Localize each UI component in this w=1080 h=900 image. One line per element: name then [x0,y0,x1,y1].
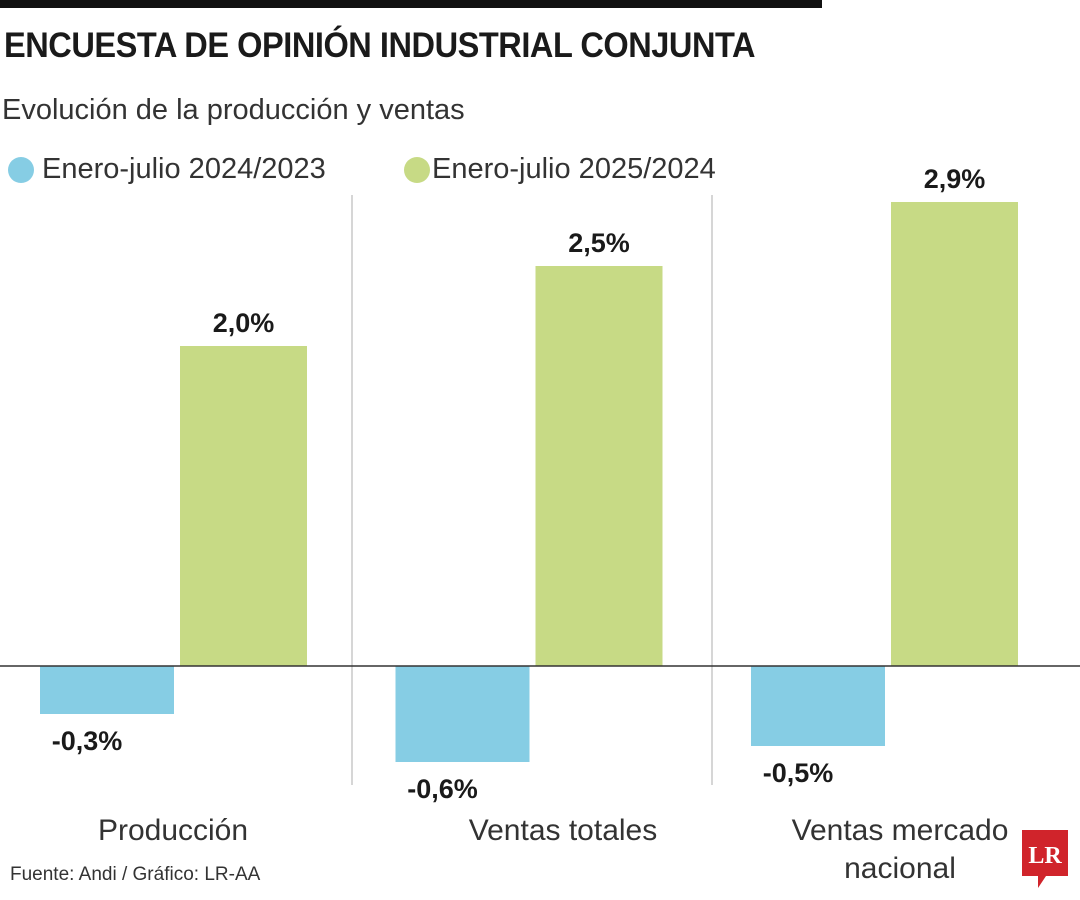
top-rule [0,0,822,8]
data-label: 2,5% [568,228,630,258]
bar [395,666,530,762]
source-note: Fuente: Andi / Gráfico: LR-AA [10,864,261,885]
bar [891,202,1018,666]
data-label: -0,3% [52,726,123,756]
chart-subtitle: Evolución de la producción y ventas [2,94,465,126]
legend-dot-green-icon [404,156,430,183]
lr-logo: LR [1022,830,1070,895]
category-label: nacional [844,852,956,885]
legend-dot-blue-icon [8,156,34,183]
category-label: Ventas totales [469,814,657,847]
category-label: Producción [98,814,248,847]
data-label: -0,5% [763,758,834,788]
legend-item-2024: Enero-julio 2024/2023 [8,153,326,186]
legend-label: Enero-julio 2025/2024 [432,153,716,185]
svg-text:LR: LR [1028,843,1062,869]
data-label: -0,6% [407,774,478,804]
data-label: 2,9% [924,164,986,194]
bar [751,666,885,746]
data-label: 2,0% [213,308,275,338]
category-label: Ventas mercado [792,814,1009,847]
bar [180,346,307,666]
bar [535,266,663,666]
legend-item-2025: Enero-julio 2025/2024 [404,153,716,186]
chart-title: ENCUESTA DE OPINIÓN INDUSTRIAL CONJUNTA [4,26,756,65]
bar [40,666,174,714]
legend-label: Enero-julio 2024/2023 [42,153,326,185]
